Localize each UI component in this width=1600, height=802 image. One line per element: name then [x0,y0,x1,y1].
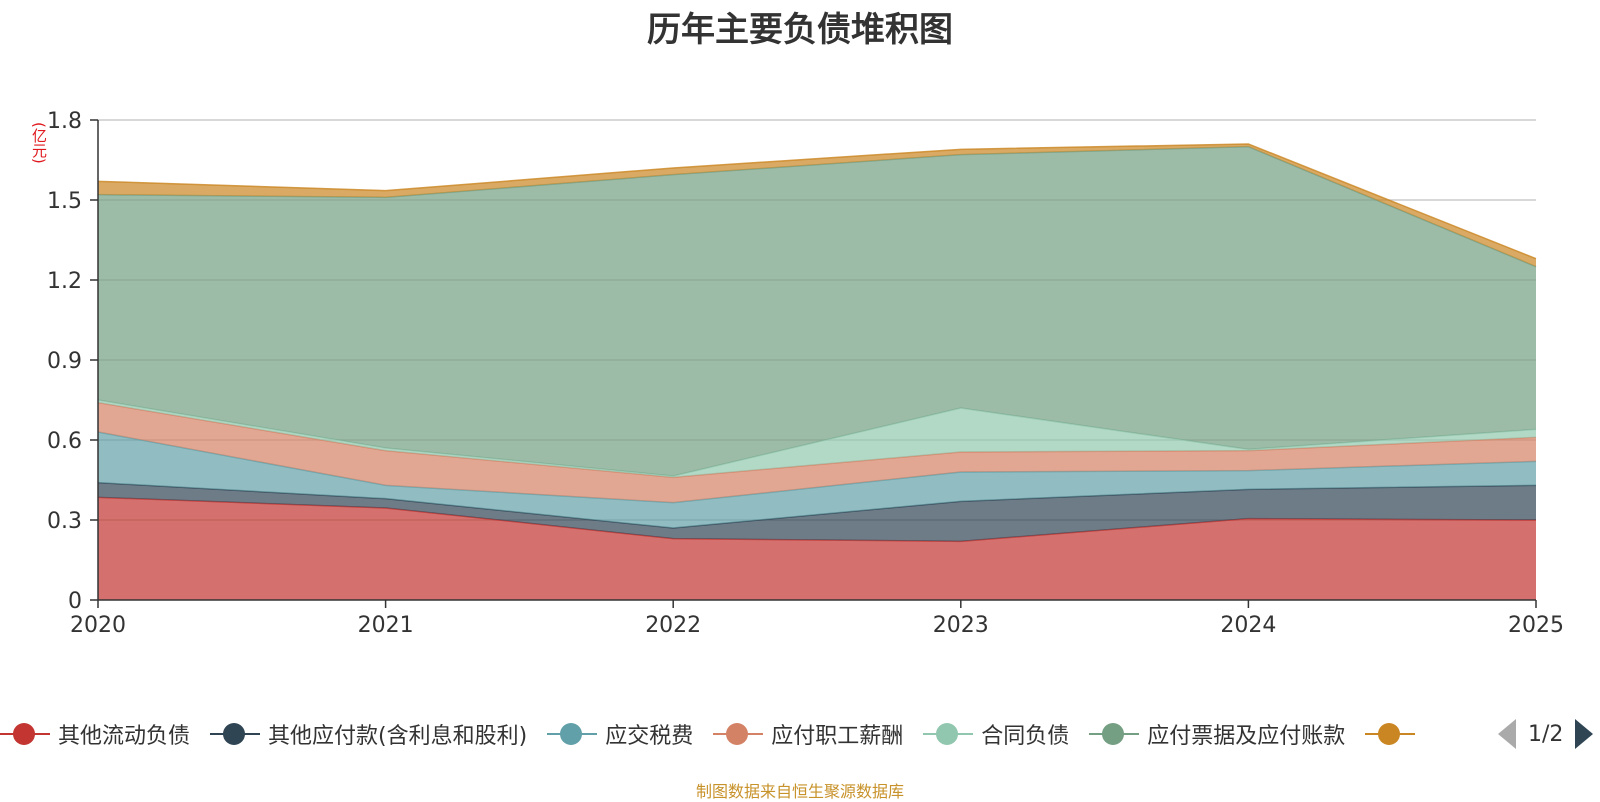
area-4 [98,402,1536,503]
area-2 [98,482,1536,542]
legend-label: 其他应付款(含利息和股利) [268,724,528,749]
x-tick-label: 2021 [358,613,414,638]
y-tick-label: 1.2 [47,269,82,294]
legend-item[interactable]: 其他流动负债 [0,716,190,752]
legend-label: 应付票据及应付账款 [1147,724,1346,749]
legend-label: 应交税费 [605,724,694,749]
data-source-note: 制图数据来自恒生聚源数据库 [695,782,904,801]
tick-labels: 0 0.3 0.6 0.9 1.2 1.5 1.8 2020 2021 2022 2023 2024 2… [47,109,1564,638]
legend-next-page-icon[interactable] [1575,719,1594,749]
legend-swatch-icon [1365,722,1416,746]
y-tick-label: 1.8 [47,109,82,134]
axes [90,119,1537,608]
x-tick-label: 2020 [70,613,126,638]
legend-item[interactable]: 其他应付款(含利息和股利) [210,716,527,752]
chart-title: 历年主要负债堆积图 [647,10,953,50]
legend-swatch-icon [547,722,598,746]
y-tick-label: 1.5 [47,189,82,214]
legend-item[interactable]: 合同负债 [923,716,1069,752]
legend-prev-page-icon[interactable] [1498,719,1516,749]
legend-swatch-icon [0,722,50,746]
legend: 其他流动负债 其他应付款(含利息和股利) 应交税费 应付职工薪酬 合同负债 应付票据及应付… [0,716,1490,752]
area-1 [98,497,1536,600]
x-tick-label: 2025 [1508,613,1564,638]
area-6 [98,146,1536,476]
legend-swatch-icon [210,722,261,746]
x-tick-label: 2022 [645,613,701,638]
legend-item[interactable]: 应付职工薪酬 [713,716,903,752]
y-tick-label: 0.3 [47,509,82,534]
legend-item[interactable]: 应付票据及应付账款 [1089,716,1345,752]
legend-label: 合同负债 [981,724,1070,749]
legend-swatch-icon [1089,722,1140,746]
area-series [97,143,1537,600]
legend-item-partial[interactable] [1365,716,1423,752]
legend-page-indicator: 1/2 [1528,721,1564,747]
y-tick-label: 0.6 [47,429,82,454]
legend-swatch-icon [713,722,764,746]
legend-swatch-icon [923,722,974,746]
y-axis-unit-label: (亿元) [30,122,48,164]
legend-label: 应付职工薪酬 [771,724,904,749]
legend-item[interactable]: 应交税费 [547,716,693,752]
y-tick-label: 0 [68,589,82,614]
y-tick-label: 0.9 [47,349,82,374]
area-5 [98,400,1536,478]
area-3 [98,432,1536,528]
x-tick-label: 2023 [933,613,989,638]
series-line-7 [97,143,1537,260]
x-tick-label: 2024 [1220,613,1276,638]
legend-pager: 1/2 [1498,716,1594,752]
legend-label: 其他流动负债 [58,724,191,749]
